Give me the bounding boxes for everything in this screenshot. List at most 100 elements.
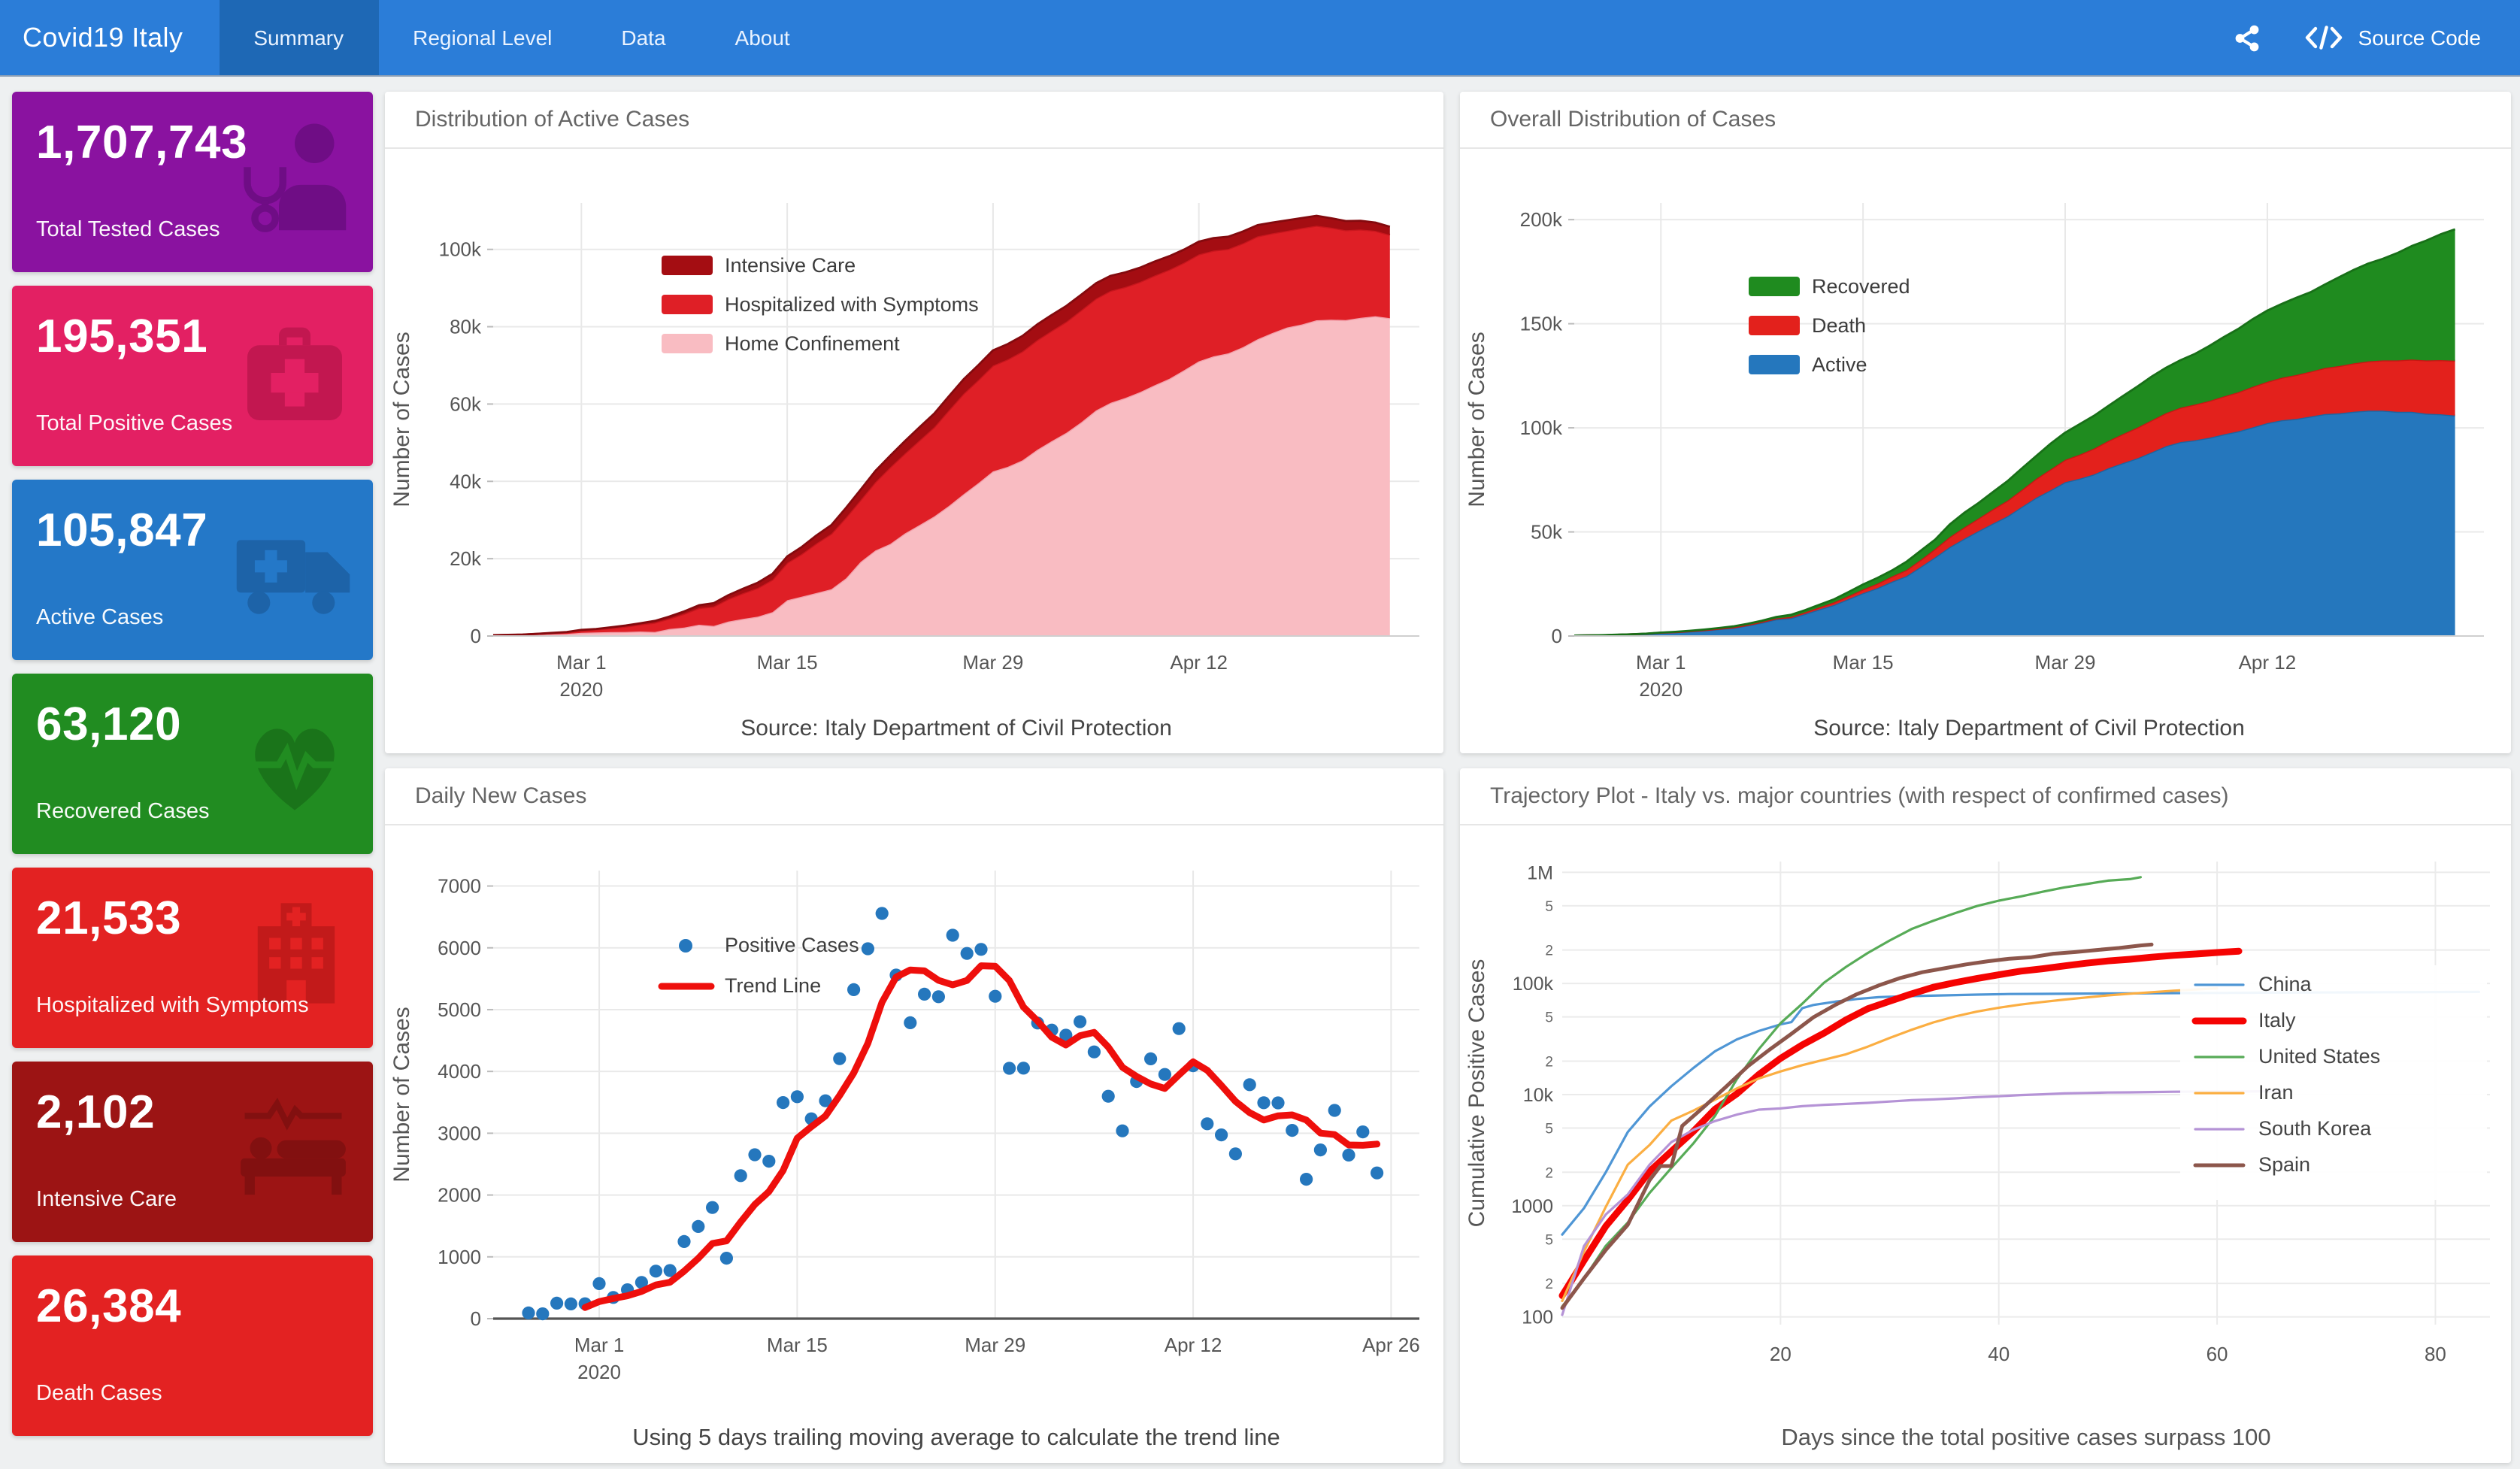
svg-text:Apr 12: Apr 12 [2239, 651, 2297, 674]
panel-trajectory-plot: Trajectory Plot - Italy vs. major countr… [1460, 768, 2511, 1463]
stat-card-active: 105,847 Active Cases [12, 480, 373, 660]
svg-text:Apr 12: Apr 12 [1165, 1334, 1222, 1356]
svg-text:Active: Active [1812, 353, 1867, 376]
stat-value: 2,102 [36, 1086, 156, 1138]
trajectory-log-line-chart: 100 2 5 1000 2 5 10k 2 5 100k 2 5 1M 20 40 60 80 China Ita… [1464, 862, 2490, 1450]
navbar-brand[interactable]: Covid19 Italy [23, 22, 183, 52]
stat-card-hospitalized: 21,533 Hospitalized with Symptoms [12, 868, 373, 1048]
stat-label: Total Tested Cases [36, 218, 220, 242]
svg-text:10k: 10k [1523, 1085, 1554, 1106]
stat-value: 1,707,743 [36, 116, 248, 168]
svg-text:Number of Cases: Number of Cases [1464, 332, 1489, 507]
panel-title: Distribution of Active Cases [385, 92, 1443, 149]
svg-text:Recovered: Recovered [1812, 275, 1910, 298]
svg-text:Mar 15: Mar 15 [1833, 651, 1894, 674]
svg-text:6000: 6000 [438, 937, 481, 959]
panel-title: Daily New Cases [385, 768, 1443, 825]
panel-title: Trajectory Plot - Italy vs. major countr… [1460, 768, 2511, 825]
tab-regional-level[interactable]: Regional Level [413, 26, 553, 50]
svg-text:5: 5 [1545, 899, 1553, 915]
svg-text:Mar 15: Mar 15 [767, 1334, 828, 1356]
svg-text:Iran: Iran [2258, 1081, 2294, 1104]
svg-text:Hospitalized with Symptoms: Hospitalized with Symptoms [725, 293, 979, 316]
share-icon[interactable] [2234, 23, 2262, 52]
hospital-icon [257, 903, 335, 1004]
svg-text:Mar 29: Mar 29 [962, 651, 1023, 674]
svg-text:2020: 2020 [559, 678, 603, 701]
svg-text:80k: 80k [450, 316, 482, 338]
svg-text:40k: 40k [450, 470, 482, 492]
source-code-link[interactable]: Source Code [2304, 26, 2481, 50]
stat-card-deaths: 26,384 Death Cases [12, 1255, 373, 1436]
stat-label: Hospitalized with Symptoms [36, 994, 309, 1018]
svg-text:1000: 1000 [438, 1246, 481, 1268]
svg-text:2000: 2000 [438, 1184, 481, 1207]
svg-text:5: 5 [1545, 1232, 1553, 1248]
svg-text:Number of Cases: Number of Cases [389, 332, 414, 507]
intensive-care-bed-icon [241, 1098, 346, 1195]
svg-text:Using 5 days trailing moving a: Using 5 days trailing moving average to … [632, 1424, 1280, 1450]
tab-data[interactable]: Data [621, 26, 666, 50]
svg-text:Mar 1: Mar 1 [556, 651, 606, 674]
svg-text:Home Confinement: Home Confinement [725, 332, 900, 355]
svg-text:2: 2 [1545, 943, 1553, 959]
svg-text:2020: 2020 [577, 1361, 621, 1383]
svg-text:0: 0 [471, 1307, 481, 1330]
code-icon [2306, 26, 2343, 50]
tab-summary[interactable]: Summary [219, 0, 379, 75]
stat-card-intensive-care: 2,102 Intensive Care [12, 1062, 373, 1242]
panel-active-distribution: Distribution of Active Cases 0 20k 40k 60k 8… [385, 92, 1443, 753]
svg-text:2020: 2020 [1639, 678, 1683, 701]
svg-text:100k: 100k [1513, 974, 1554, 995]
stat-label: Intensive Care [36, 1188, 177, 1212]
svg-text:Mar 1: Mar 1 [1636, 651, 1686, 674]
svg-text:Death: Death [1812, 314, 1866, 337]
svg-text:Spain: Spain [2258, 1153, 2310, 1176]
svg-text:Mar 15: Mar 15 [757, 651, 818, 674]
navbar-right: Source Code [2234, 0, 2520, 75]
source-code-label: Source Code [2358, 26, 2481, 50]
svg-text:60k: 60k [450, 392, 482, 415]
svg-text:Trend Line: Trend Line [725, 974, 821, 997]
svg-text:Source: Italy Department of Ci: Source: Italy Department of Civil Protec… [1813, 716, 2245, 741]
tab-about[interactable]: About [734, 26, 790, 50]
panel-daily-new-cases: Daily New Cases 0 1000 2000 3000 4000 5000 600… [385, 768, 1443, 1463]
panel-overall-distribution: Overall Distribution of Cases 0 50k 100k 15… [1460, 92, 2511, 753]
svg-text:7000: 7000 [438, 875, 481, 898]
svg-text:Apr 12: Apr 12 [1170, 651, 1228, 674]
svg-text:Mar 29: Mar 29 [965, 1334, 1025, 1356]
svg-text:20k: 20k [450, 547, 482, 570]
heartbeat-icon [255, 728, 335, 810]
svg-text:2: 2 [1545, 1054, 1553, 1070]
svg-text:150k: 150k [1520, 313, 1563, 335]
svg-text:50k: 50k [1531, 521, 1563, 544]
svg-text:Mar 1: Mar 1 [574, 1334, 624, 1356]
overall-cases-area-chart: 0 50k 100k 150k 200k Mar 1 2020 Mar 15 Mar 29 Apr… [1464, 203, 2484, 741]
svg-text:United States: United States [2258, 1045, 2380, 1068]
navbar: Covid19 Italy Summary Regional Level Dat… [0, 0, 2520, 75]
svg-text:1M: 1M [1527, 862, 1553, 883]
svg-text:100k: 100k [1520, 416, 1563, 439]
svg-text:5: 5 [1545, 1010, 1553, 1026]
stat-card-total-tested: 1,707,743 Total Tested Cases [12, 92, 373, 272]
active-cases-area-chart: 0 20k 40k 60k 80k 100k Mar 1 2020 Mar 15 Mar 29 Ap… [389, 203, 1419, 741]
svg-text:20: 20 [1770, 1343, 1792, 1365]
svg-text:0: 0 [1552, 625, 1562, 647]
svg-text:80: 80 [2425, 1343, 2446, 1365]
svg-text:Mar 29: Mar 29 [2035, 651, 2096, 674]
svg-text:5: 5 [1545, 1121, 1553, 1137]
svg-text:40: 40 [1988, 1343, 2010, 1365]
svg-text:60: 60 [2207, 1343, 2228, 1365]
svg-text:South Korea: South Korea [2258, 1117, 2372, 1140]
svg-text:3000: 3000 [438, 1122, 481, 1144]
svg-text:2: 2 [1545, 1277, 1553, 1292]
svg-text:0: 0 [471, 625, 481, 647]
svg-text:100k: 100k [439, 238, 482, 261]
share-icon-glyph [2236, 24, 2259, 51]
stat-label: Recovered Cases [36, 800, 210, 824]
medkit-icon [247, 327, 342, 420]
svg-text:Italy: Italy [2258, 1009, 2296, 1031]
stethoscope-icon [244, 123, 347, 232]
svg-text:Number of Cases: Number of Cases [389, 1007, 414, 1182]
